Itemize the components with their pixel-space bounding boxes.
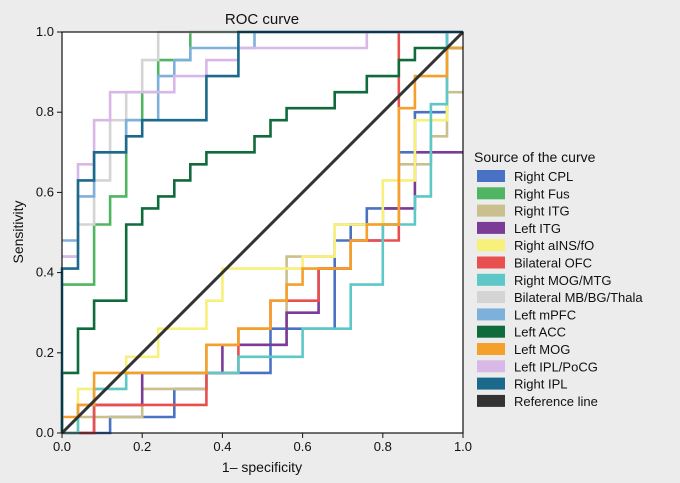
legend-swatch-left-itg (477, 221, 505, 234)
x-axis-label: 1– specificity (222, 459, 302, 475)
legend-swatch-left-mog (477, 343, 505, 355)
y-tick-label: 0.6 (36, 184, 54, 199)
legend-swatch-bilateral-mb-bg-thala (477, 291, 505, 304)
legend-label-right-ipl: Right IPL (514, 377, 567, 392)
y-tick-label: 0.4 (36, 265, 54, 280)
legend-swatch-left-acc (477, 325, 505, 338)
legend-label-left-mog: Left MOG (514, 342, 570, 357)
legend-label-right-fus: Right Fus (514, 186, 570, 201)
plot-frame (61, 31, 464, 434)
x-tick-label: 0.4 (213, 439, 231, 454)
legend-swatch-right-mog-mtg (477, 273, 505, 286)
legend-label-bilateral-mb-bg-thala: Bilateral MB/BG/Thala (514, 290, 643, 305)
legend-label-reference-line: Reference line (514, 394, 598, 409)
legend-label-left-mpfc: Left mPFC (514, 307, 576, 322)
legend-swatch-reference-line (477, 394, 505, 407)
roc-curves (60, 30, 465, 435)
legend-title: Source of the curve (474, 149, 596, 165)
legend-label-right-cpl: Right CPL (514, 169, 573, 184)
legend-swatch-right-ipl (477, 377, 505, 390)
y-tick-label: 1.0 (36, 24, 54, 39)
x-tick-label: 0.2 (133, 439, 151, 454)
legend-swatch-right-ains-fo (477, 239, 505, 252)
legend-label-right-mog-mtg: Right MOG/MTG (514, 273, 612, 288)
curve-bilateral-mb-bg-thala (62, 30, 463, 258)
legend-swatch-left-ipl-pocg (477, 360, 505, 373)
legend: Source of the curve Right CPL Right Fus Ri… (474, 149, 643, 409)
legend-swatch-bilateral-ofc (477, 256, 505, 269)
y-tick-label: 0.0 (36, 425, 54, 440)
y-axis-label: Sensitivity (10, 200, 26, 263)
chart-title: ROC curve (225, 11, 299, 28)
x-tick-label: 0.6 (294, 439, 312, 454)
x-axis: 0.0 0.2 0.4 0.6 0.8 1.0 (53, 433, 472, 454)
y-tick-label: 0.2 (36, 345, 54, 360)
curve-left-acc (60, 46, 463, 433)
x-tick-label: 1.0 (454, 439, 472, 454)
curve-left-ipl-pocg (62, 30, 463, 258)
legend-swatch-left-mpfc (477, 308, 505, 321)
curve-right-ipl (60, 30, 463, 433)
legend-label-left-itg: Left ITG (514, 221, 561, 236)
y-axis: 0.0 0.2 0.4 0.6 0.8 1.0 (36, 24, 62, 440)
legend-label-bilateral-ofc: Bilateral OFC (514, 256, 592, 271)
curve-left-mpfc (62, 30, 463, 242)
curve-reference-line (60, 30, 465, 435)
legend-label-right-ains-fo: Right aINS/fO (514, 238, 594, 253)
legend-swatch-right-cpl (477, 170, 505, 182)
x-tick-label: 0.0 (53, 439, 71, 454)
y-tick-label: 0.8 (36, 104, 54, 119)
legend-label-left-ipl-pocg: Left IPL/PoCG (514, 359, 598, 374)
legend-label-left-acc: Left ACC (514, 325, 566, 340)
x-tick-label: 0.8 (374, 439, 392, 454)
legend-swatch-right-fus (477, 187, 505, 200)
legend-swatch-right-itg (477, 204, 505, 217)
curve-left-mog (62, 46, 463, 419)
legend-label-right-itg: Right ITG (514, 204, 570, 219)
